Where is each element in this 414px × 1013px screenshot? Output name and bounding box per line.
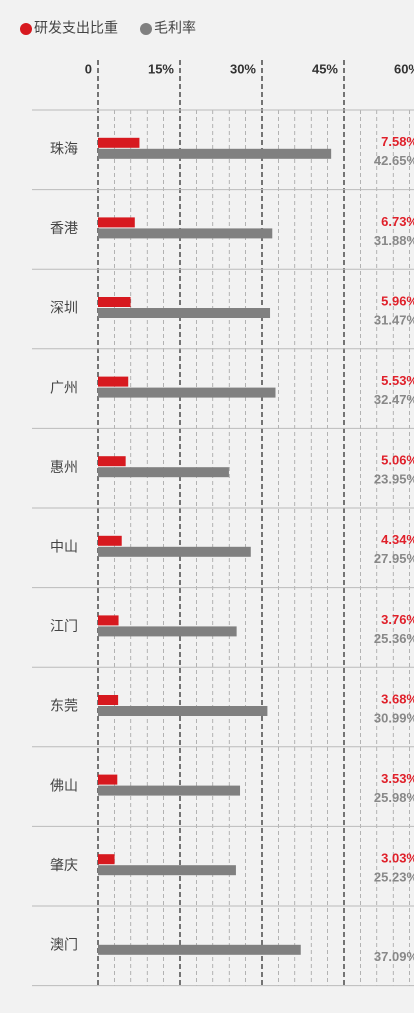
bar [98,865,236,876]
value-label: 4.34% [381,532,414,547]
bar [98,148,332,159]
bar [98,546,251,557]
bar [98,387,276,398]
bar [98,456,126,467]
value-label: 7.58% [381,134,414,149]
value-label: 31.47% [374,312,414,327]
bar [98,615,119,626]
bar [98,137,140,148]
bar [98,376,129,387]
value-label: 25.36% [374,631,414,646]
value-label: 32.47% [374,392,414,407]
bar [98,785,241,796]
bar [98,774,118,785]
category-label: 佛山 [50,777,78,793]
category-label: 东莞 [50,698,78,714]
bar [98,535,122,546]
value-label: 25.98% [374,790,414,805]
category-label: 广州 [50,379,78,395]
bar [98,626,237,637]
value-label: 3.68% [381,691,414,706]
category-label: 深圳 [50,300,78,316]
panel [4,0,414,1013]
category-label: 珠海 [50,141,78,157]
legend-dot [140,23,152,35]
value-label: 30.99% [374,710,414,725]
legend-label: 研发支出比重 [34,20,118,36]
category-label: 澳门 [50,937,78,953]
category-label: 惠州 [50,459,78,475]
legend-dot [20,23,32,35]
bar [98,944,301,955]
bar [98,706,268,716]
value-label: 25.23% [374,870,414,885]
category-label: 香港 [50,220,78,236]
bar [98,308,271,318]
value-label: 31.88% [374,233,414,248]
x-tick-label: 15% [148,61,174,76]
bar [98,695,119,705]
value-label: 42.65% [374,153,414,168]
value-label: 23.95% [374,472,414,487]
value-label: 3.53% [381,771,414,786]
value-label: 5.53% [381,373,414,388]
x-tick-label: 0 [85,61,92,76]
legend-label: 毛利率 [154,20,196,36]
bar [98,297,131,307]
value-label: 5.06% [381,453,414,468]
x-tick-label: 45% [312,61,338,76]
value-label: 3.03% [381,851,414,866]
bar [98,217,135,228]
x-tick-label: 30% [230,61,256,76]
bar [98,854,115,865]
bar [98,228,273,239]
value-label: 37.09% [374,949,414,964]
category-label: 中山 [50,539,78,555]
category-label: 肇庆 [50,857,78,873]
value-label: 6.73% [381,214,414,229]
x-tick-label: 60% [394,61,414,76]
value-label: 5.96% [381,293,414,308]
value-label: 3.76% [381,612,414,627]
category-label: 江门 [50,618,78,634]
bar [98,467,229,478]
value-label: 27.95% [374,551,414,566]
